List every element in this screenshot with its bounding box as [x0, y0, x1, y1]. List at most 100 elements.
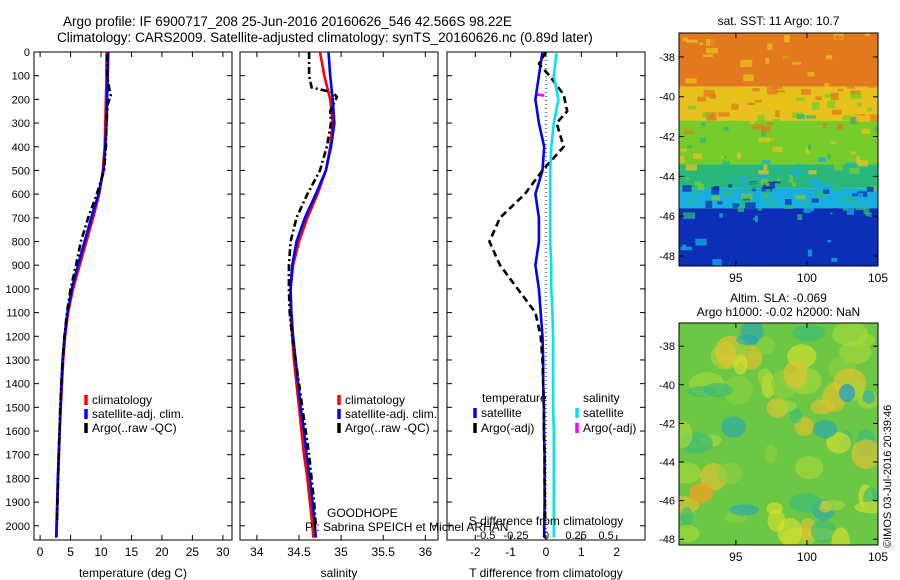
temperature-panel-ytick-label: 500	[12, 165, 30, 177]
sst-texture-patch	[692, 193, 698, 200]
sst-texture-patch	[752, 124, 764, 130]
sst-texture-patch	[702, 112, 714, 118]
sst-texture-patch	[745, 202, 756, 209]
sst-texture-patch	[861, 128, 871, 135]
sla-map-frame	[678, 322, 879, 546]
difference-legend-s-argo-label: Argo(-adj)	[583, 421, 636, 435]
sst-texture-patch	[757, 173, 769, 181]
sst-texture-patch	[850, 116, 857, 125]
sst-texture-patch	[807, 72, 815, 77]
sla-anomaly-blob	[810, 519, 837, 544]
sst-texture-patch	[772, 118, 781, 124]
sla-anomaly-blob	[826, 432, 852, 454]
sst-texture-patch	[822, 183, 832, 190]
difference-legend-t-satellite-label: satellite	[481, 406, 522, 420]
sst-texture-patch	[695, 238, 707, 246]
sst-texture-patch	[701, 122, 706, 127]
difference-series-2	[548, 51, 560, 538]
sst-texture-patch	[717, 201, 723, 205]
sst-texture-patch	[846, 208, 855, 215]
sst-texture-patch	[681, 271, 685, 277]
sst-texture-patch	[847, 84, 855, 89]
temperature-panel-ytick-label: 400	[12, 142, 30, 154]
sst-texture-patch	[853, 117, 864, 122]
sst-texture-patch	[685, 177, 690, 180]
sst-texture-patch	[810, 210, 818, 216]
sst-texture-patch	[720, 156, 724, 159]
sst-texture-patch	[711, 187, 720, 195]
sst-texture-patch	[772, 181, 781, 184]
sst-texture-patch	[836, 124, 843, 130]
sla-anomaly-blob	[832, 323, 868, 347]
sla-anomaly-blob	[703, 382, 734, 398]
sst-texture-patch	[836, 268, 842, 271]
sst-texture-patch	[722, 160, 730, 166]
sst-texture-patch	[722, 155, 727, 159]
temperature-panel-xtick-label: 30	[216, 545, 230, 559]
sst-texture-patch	[679, 156, 685, 163]
sla-map-xtick-label: 100	[797, 550, 817, 564]
sla-anomaly-blob	[862, 390, 875, 404]
sla-anomaly-blob	[783, 359, 808, 389]
sst-texture-patch	[808, 170, 817, 175]
temperature-panel-ytick-label: 1800	[6, 473, 30, 485]
difference-top-xlabel: S difference from climatology	[469, 514, 624, 528]
sst-texture-patch	[758, 170, 769, 175]
sst-texture-patch	[706, 47, 718, 54]
sst-texture-patch	[865, 212, 872, 218]
temperature-series-2	[55, 54, 113, 524]
sst-map-ytick-label: -46	[659, 211, 675, 223]
sst-texture-patch	[795, 97, 805, 101]
temperature-panel-ytick-label: 600	[12, 189, 30, 201]
sst-texture-patch	[705, 182, 713, 190]
sst-texture-patch	[744, 183, 750, 192]
difference-series-3	[537, 93, 547, 98]
sst-texture-patch	[861, 115, 871, 122]
sst-texture-patch	[830, 92, 839, 101]
sst-texture-patch	[850, 90, 861, 95]
sst-texture-patch	[777, 212, 785, 216]
sst-texture-patch	[740, 59, 753, 68]
difference-legend-salinity-header: salinity	[583, 391, 620, 405]
sst-map-xtick-label: 95	[729, 271, 743, 285]
sst-texture-patch	[796, 114, 806, 120]
sla-map-title: Altim. SLA: -0.069	[730, 291, 827, 305]
sst-texture-patch	[774, 90, 785, 93]
sla-anomaly-blob	[733, 354, 748, 375]
temperature-panel-ytick-label: 2000	[6, 521, 30, 533]
sst-texture-patch	[792, 62, 802, 65]
sla-map-xtick-label: 95	[729, 550, 743, 564]
salinity-panel-xtick-label: 35.5	[372, 545, 396, 559]
sst-texture-patch	[801, 73, 808, 79]
sst-texture-patch	[807, 249, 813, 257]
sst-texture-patch	[783, 205, 793, 209]
sst-texture-patch	[718, 112, 730, 117]
sst-texture-patch	[851, 200, 856, 205]
sst-texture-patch	[737, 175, 749, 180]
difference-salinity-tick-label: -0.25	[503, 530, 528, 542]
sst-texture-patch	[867, 107, 872, 112]
sla-anomaly-blob	[767, 509, 786, 532]
sla-anomaly-blob	[789, 407, 803, 424]
sla-map-ytick-label: -48	[659, 534, 675, 546]
sst-texture-patch	[686, 39, 698, 43]
sst-texture-patch	[820, 114, 826, 120]
sst-texture-patch	[761, 125, 771, 133]
salinity-panel-frame	[239, 51, 439, 541]
sst-texture-patch	[703, 89, 715, 97]
sst-texture-patch	[757, 114, 765, 122]
sst-texture-patch	[842, 115, 855, 121]
salinity-legend-climatology-label: climatology	[345, 393, 405, 407]
sst-texture-patch	[777, 224, 781, 227]
sla-anomaly-blob	[757, 368, 773, 386]
temperature-panel-frame	[33, 51, 233, 541]
sst-texture-patch	[847, 236, 853, 241]
sst-texture-patch	[743, 74, 754, 82]
sst-texture-patch	[705, 200, 713, 209]
sst-texture-patch	[696, 192, 706, 195]
sla-map-ytick-label: -38	[659, 341, 675, 353]
sst-texture-patch	[807, 144, 812, 151]
imos-stamp: ©IMOS 03-Jul-2016 20:39:46	[882, 405, 894, 548]
sst-texture-patch	[760, 178, 768, 185]
temperature-panel-ytick-label: 1300	[6, 355, 30, 367]
